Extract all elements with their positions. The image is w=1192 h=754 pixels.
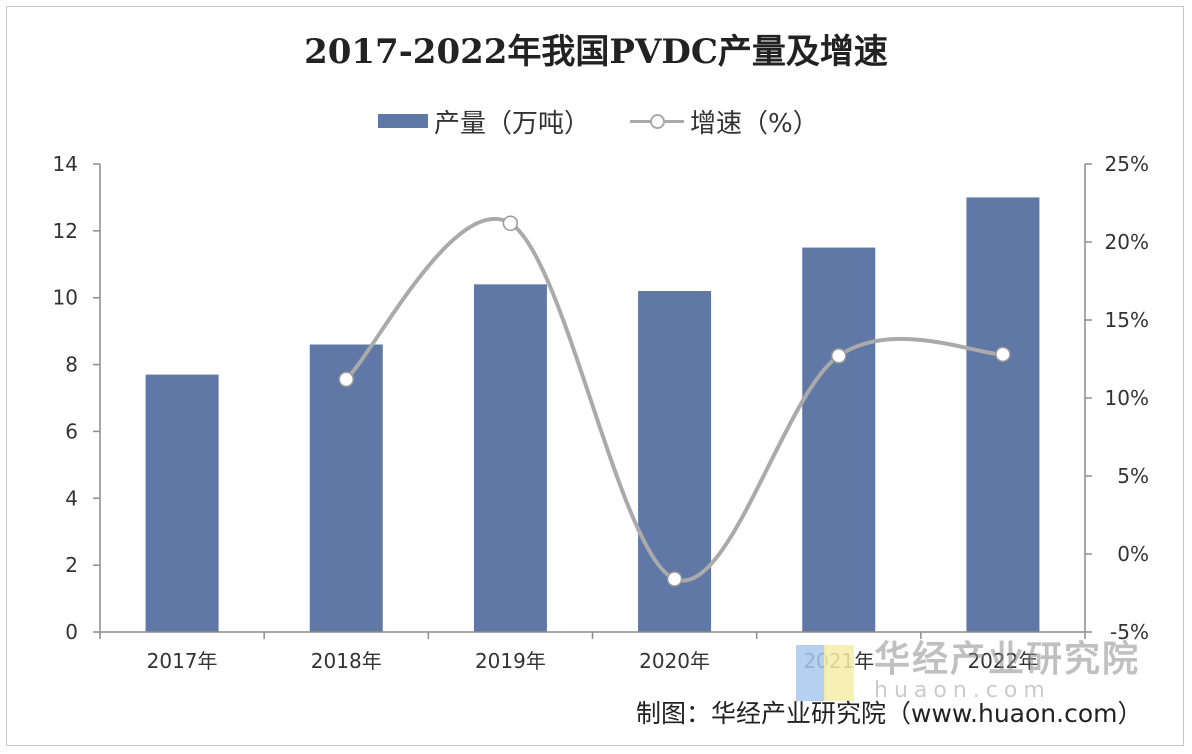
y-right-tick-label-2: 5% xyxy=(1117,464,1149,488)
x-tick-label-1: 2018年 xyxy=(311,649,382,673)
y-left-tick-label-1: 2 xyxy=(65,553,78,577)
y-left-tick-label-5: 10 xyxy=(53,286,78,310)
y-left-tick-label-3: 6 xyxy=(65,419,78,443)
x-tick-label-0: 2017年 xyxy=(147,649,218,673)
bar-0 xyxy=(145,374,219,632)
growth-point-4 xyxy=(995,346,1011,363)
y-left-tick-label-2: 4 xyxy=(65,486,78,510)
legend-label-production: 产量（万吨） xyxy=(434,108,591,139)
growth-point-2 xyxy=(666,571,683,587)
legend-line-swatch xyxy=(630,114,685,129)
y-left-tick-label-4: 8 xyxy=(65,353,78,377)
chart-frame xyxy=(6,6,1184,746)
y-right-tick-label-4: 15% xyxy=(1105,308,1149,332)
x-tick-label-5: 2022年 xyxy=(967,649,1038,673)
y-right-tick-label-6: 25% xyxy=(1105,152,1149,176)
legend-label-growth: 增速（%） xyxy=(690,108,819,139)
growth-point-1 xyxy=(502,215,519,232)
y-left-tick-label-6: 12 xyxy=(53,219,78,243)
watermark: 华经产业研究院 huaon.com xyxy=(796,640,1156,704)
watermark-url: huaon.com xyxy=(874,678,1051,703)
growth-line xyxy=(344,217,1003,583)
legend-item-growth: 增速（%） xyxy=(630,103,819,140)
bar-4 xyxy=(802,247,876,633)
y-left-tick-label-0: 0 xyxy=(65,620,78,644)
chart-title: 2017-2022年我国PVDC产量及增速 xyxy=(304,32,888,72)
y-right-tick-label-1: 0% xyxy=(1117,542,1149,566)
source-note: 制图：华经产业研究院（www.huaon.com） xyxy=(636,699,1143,728)
bar-1 xyxy=(309,344,383,632)
growth-point-0 xyxy=(338,371,354,388)
y-right-tick-label-3: 10% xyxy=(1105,386,1149,410)
legend-item-production: 产量（万吨） xyxy=(378,103,590,140)
watermark-name: 华经产业研究院 xyxy=(874,639,1141,680)
legend: 产量（万吨） 增速（%） xyxy=(378,103,859,140)
watermark-logo-icon xyxy=(796,641,854,703)
bar-5 xyxy=(966,197,1040,632)
x-tick-label-2: 2019年 xyxy=(475,649,546,673)
growth-point-3 xyxy=(831,348,847,364)
bar-2 xyxy=(473,284,547,632)
legend-bar-swatch xyxy=(378,114,428,128)
y-right-tick-label-5: 20% xyxy=(1105,230,1149,254)
y-left-tick-label-7: 14 xyxy=(53,152,78,176)
y-right-tick-label-0: -5% xyxy=(1110,620,1149,644)
x-tick-label-3: 2020年 xyxy=(639,649,710,673)
